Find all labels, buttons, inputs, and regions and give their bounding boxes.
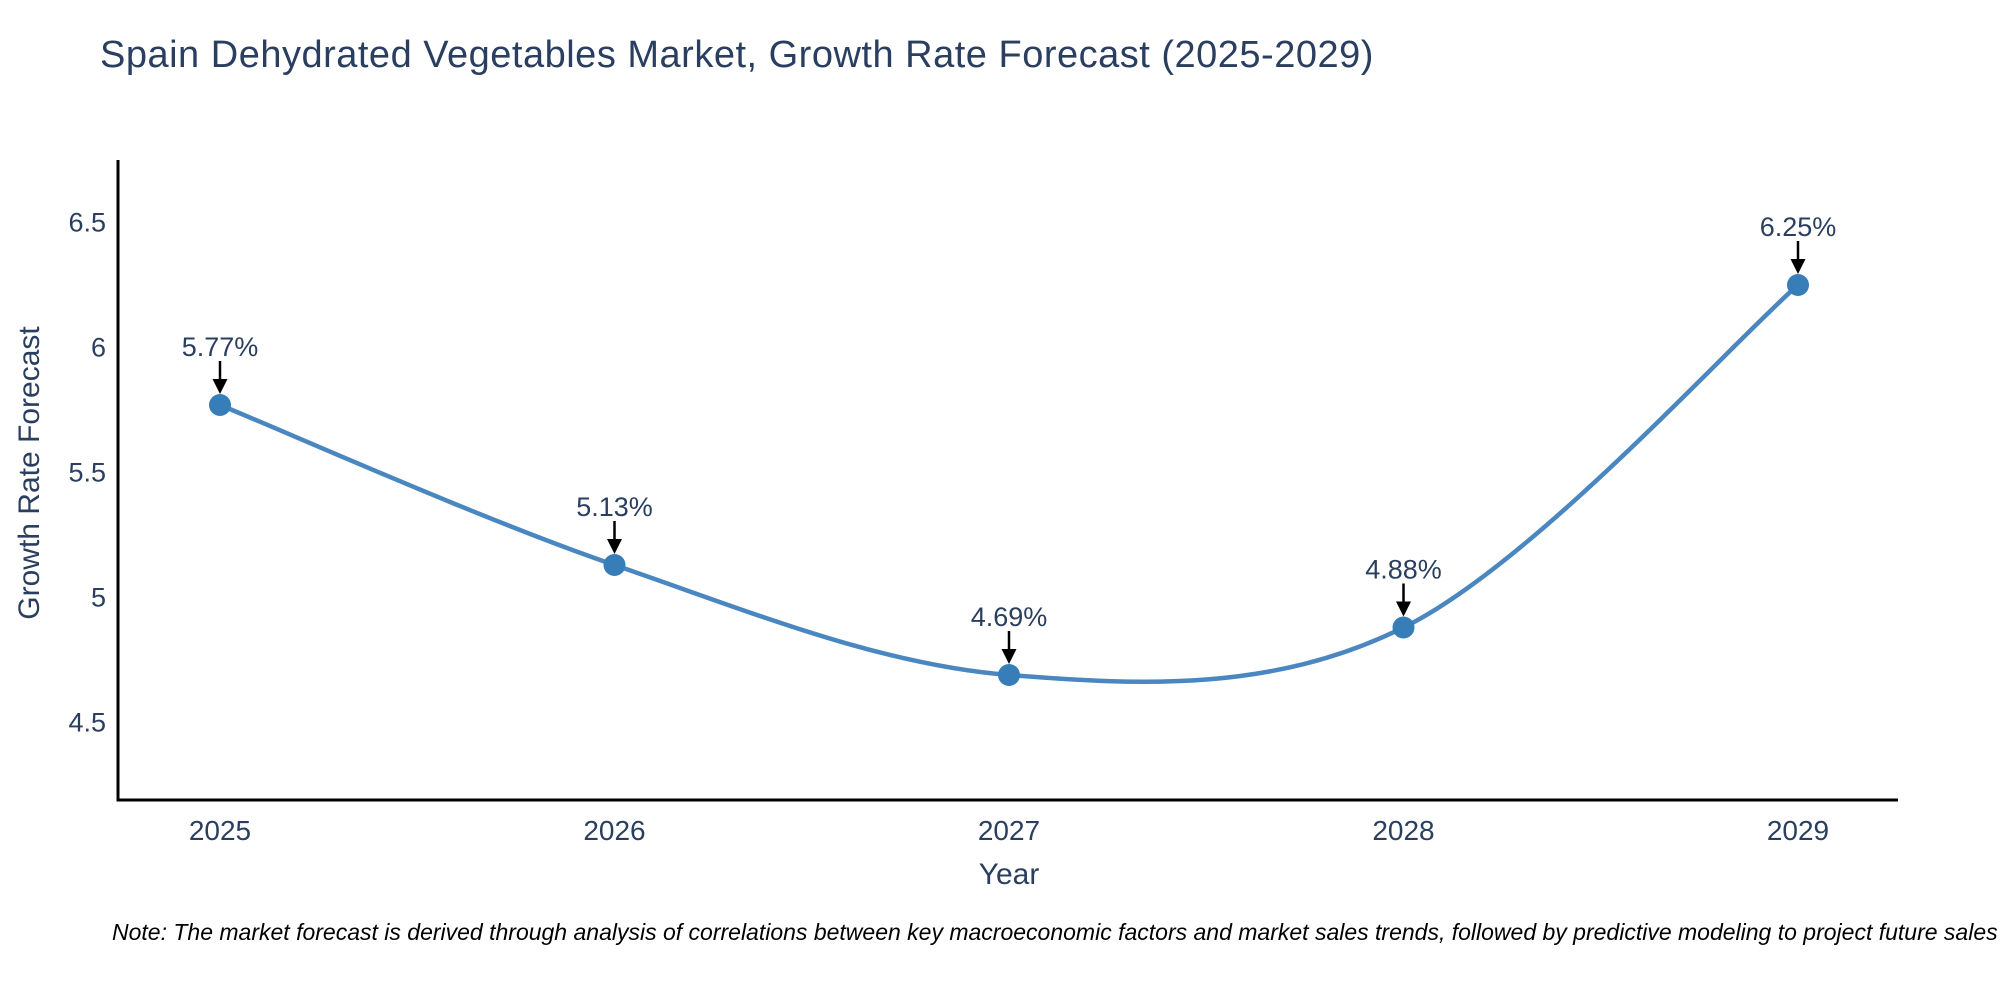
x-axis-title: Year (978, 858, 1040, 891)
x-tick-label: 2027 (978, 815, 1040, 846)
annotation-arrowhead-icon (212, 379, 228, 394)
data-point-2029[interactable] (1787, 274, 1809, 296)
y-tick-label: 5.5 (68, 458, 106, 488)
data-point-2025[interactable] (209, 394, 231, 416)
footnote: Note: The market forecast is derived thr… (112, 919, 1998, 945)
x-tick-label: 2029 (1767, 815, 1829, 846)
annotation-arrowhead-icon (1001, 649, 1017, 664)
y-tick-label: 6.5 (68, 208, 106, 238)
y-tick-label: 4.5 (68, 708, 106, 738)
point-label: 4.69% (971, 602, 1048, 632)
x-tick-label: 2025 (189, 815, 251, 846)
y-tick-label: 5 (91, 583, 106, 613)
annotation-arrowhead-icon (607, 539, 622, 554)
point-label: 6.25% (1760, 212, 1837, 242)
data-point-2026[interactable] (603, 554, 626, 576)
y-axis-title: Growth Rate Forecast (13, 326, 46, 620)
data-point-2027[interactable] (998, 664, 1020, 686)
chart-title: Spain Dehydrated Vegetables Market, Grow… (100, 34, 1374, 76)
y-tick-label: 6 (91, 333, 106, 363)
annotation-arrowhead-icon (1790, 259, 1806, 274)
point-label: 4.88% (1365, 555, 1442, 585)
x-tick-label: 2028 (1372, 815, 1434, 846)
point-label: 5.13% (576, 492, 653, 522)
data-point-2028[interactable] (1392, 616, 1415, 639)
point-label: 5.77% (182, 332, 259, 362)
annotation-arrowhead-icon (1396, 601, 1411, 617)
x-tick-label: 2026 (583, 815, 645, 846)
